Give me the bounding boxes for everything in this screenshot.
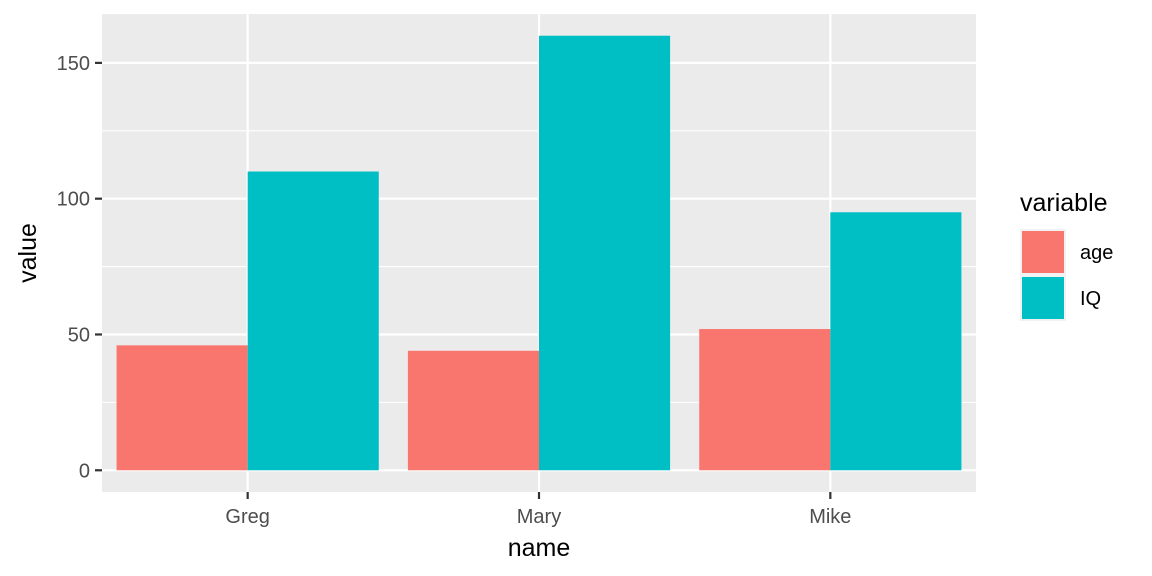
legend-key-age <box>1022 231 1064 273</box>
y-axis: 0 50 100 150 <box>57 53 102 482</box>
legend-label-age: age <box>1080 242 1113 264</box>
bar-age-mike <box>699 329 831 471</box>
y-tick-label: 50 <box>68 324 90 346</box>
x-tick-label: Greg <box>225 506 269 528</box>
bar-iq-greg <box>247 171 379 471</box>
y-tick-label: 150 <box>57 53 90 75</box>
legend-key-iq <box>1022 277 1064 319</box>
x-tick-label: Mary <box>517 506 561 528</box>
y-tick-label: 0 <box>79 460 90 482</box>
x-axis: Greg Mary Mike <box>225 492 851 528</box>
bar-iq-mike <box>830 212 962 471</box>
bars <box>116 35 962 471</box>
legend-items: age IQ <box>1020 229 1113 321</box>
y-axis-title: value <box>14 223 42 283</box>
x-axis-title: name <box>508 534 571 562</box>
bar-age-greg <box>116 345 248 471</box>
legend-label-iq: IQ <box>1080 288 1101 310</box>
bar-iq-mary <box>539 35 671 471</box>
bar-age-mary <box>407 350 539 471</box>
x-tick-label: Mike <box>809 506 851 528</box>
legend-title: variable <box>1020 189 1108 217</box>
y-tick-label: 100 <box>57 189 90 211</box>
legend: variable age IQ <box>1020 189 1113 321</box>
